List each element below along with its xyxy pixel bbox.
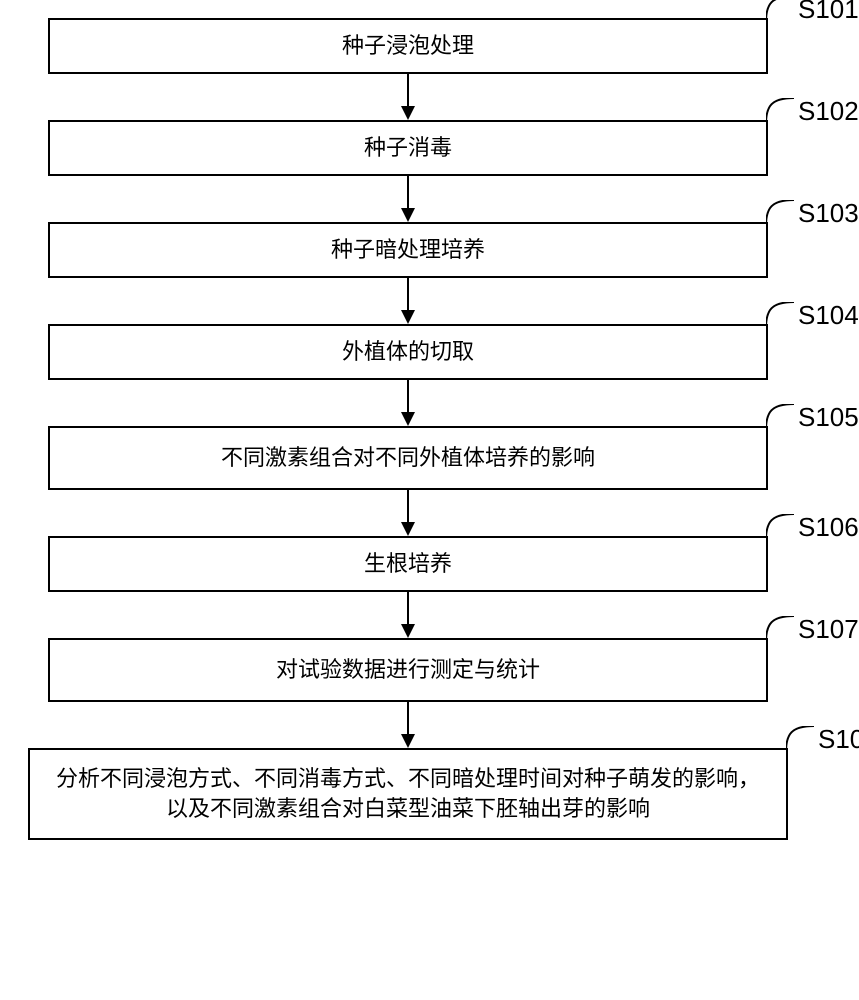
flow-step-label: S106 [798,512,859,543]
flow-arrow [48,592,768,638]
flow-step-row: 种子浸泡处理S101 [48,18,808,74]
arrow-line [407,278,409,312]
flow-step-row: 不同激素组合对不同外植体培养的影响S105 [48,426,808,490]
flow-arrow [48,176,768,222]
flow-step-text: 生根培养 [364,549,452,579]
flow-step-text: 分析不同浸泡方式、不同消毒方式、不同暗处理时间对种子萌发的影响，以及不同激素组合… [46,764,770,823]
flow-step-label: S105 [798,402,859,433]
arrow-head-icon [401,624,415,638]
flow-step-box: 种子消毒 [48,120,768,176]
step-bracket [766,0,794,22]
flow-step-label: S104 [798,300,859,331]
flow-step-label: S102 [798,96,859,127]
flow-arrow [48,74,768,120]
arrow-head-icon [401,412,415,426]
step-bracket [766,404,794,430]
flow-step-label: S101 [798,0,859,25]
flow-step-text: 种子浸泡处理 [342,31,474,61]
step-bracket [766,302,794,328]
flow-step-row: 种子消毒S102 [48,120,808,176]
arrow-head-icon [401,208,415,222]
step-bracket [766,616,794,642]
flow-step-box: 生根培养 [48,536,768,592]
arrow-line [407,176,409,210]
flow-step-label: S107 [798,614,859,645]
flow-step-row: 对试验数据进行测定与统计S107 [48,638,808,702]
arrow-head-icon [401,106,415,120]
flow-arrow [48,702,768,748]
step-bracket [766,98,794,124]
flow-arrow [48,380,768,426]
flow-step-row: 生根培养S106 [48,536,808,592]
flow-step-box: 种子暗处理培养 [48,222,768,278]
arrow-line [407,490,409,524]
flow-step-box: 对试验数据进行测定与统计 [48,638,768,702]
flow-step-text: 种子消毒 [364,133,452,163]
flow-step-text: 外植体的切取 [342,337,474,367]
flow-step-row: 种子暗处理培养S103 [48,222,808,278]
flowchart-container: 种子浸泡处理S101 种子消毒S102 种子暗处理培养S103 外植体的切取S104 不… [48,18,808,840]
flow-step-text: 对试验数据进行测定与统计 [276,655,540,685]
flow-step-label: S108 [818,724,859,755]
arrow-head-icon [401,734,415,748]
step-bracket [786,726,814,752]
arrow-line [407,702,409,736]
step-bracket [766,200,794,226]
flow-arrow [48,490,768,536]
flow-step-box: 不同激素组合对不同外植体培养的影响 [48,426,768,490]
flow-step-row: 分析不同浸泡方式、不同消毒方式、不同暗处理时间对种子萌发的影响，以及不同激素组合… [48,748,808,840]
arrow-head-icon [401,522,415,536]
flow-step-label: S103 [798,198,859,229]
arrow-line [407,74,409,108]
flow-step-box: 种子浸泡处理 [48,18,768,74]
arrow-line [407,380,409,414]
flow-step-text: 种子暗处理培养 [331,235,485,265]
step-bracket [766,514,794,540]
flow-step-box: 分析不同浸泡方式、不同消毒方式、不同暗处理时间对种子萌发的影响，以及不同激素组合… [28,748,788,840]
arrow-head-icon [401,310,415,324]
flow-step-box: 外植体的切取 [48,324,768,380]
arrow-line [407,592,409,626]
flow-arrow [48,278,768,324]
flow-step-row: 外植体的切取S104 [48,324,808,380]
flow-step-text: 不同激素组合对不同外植体培养的影响 [221,443,595,473]
